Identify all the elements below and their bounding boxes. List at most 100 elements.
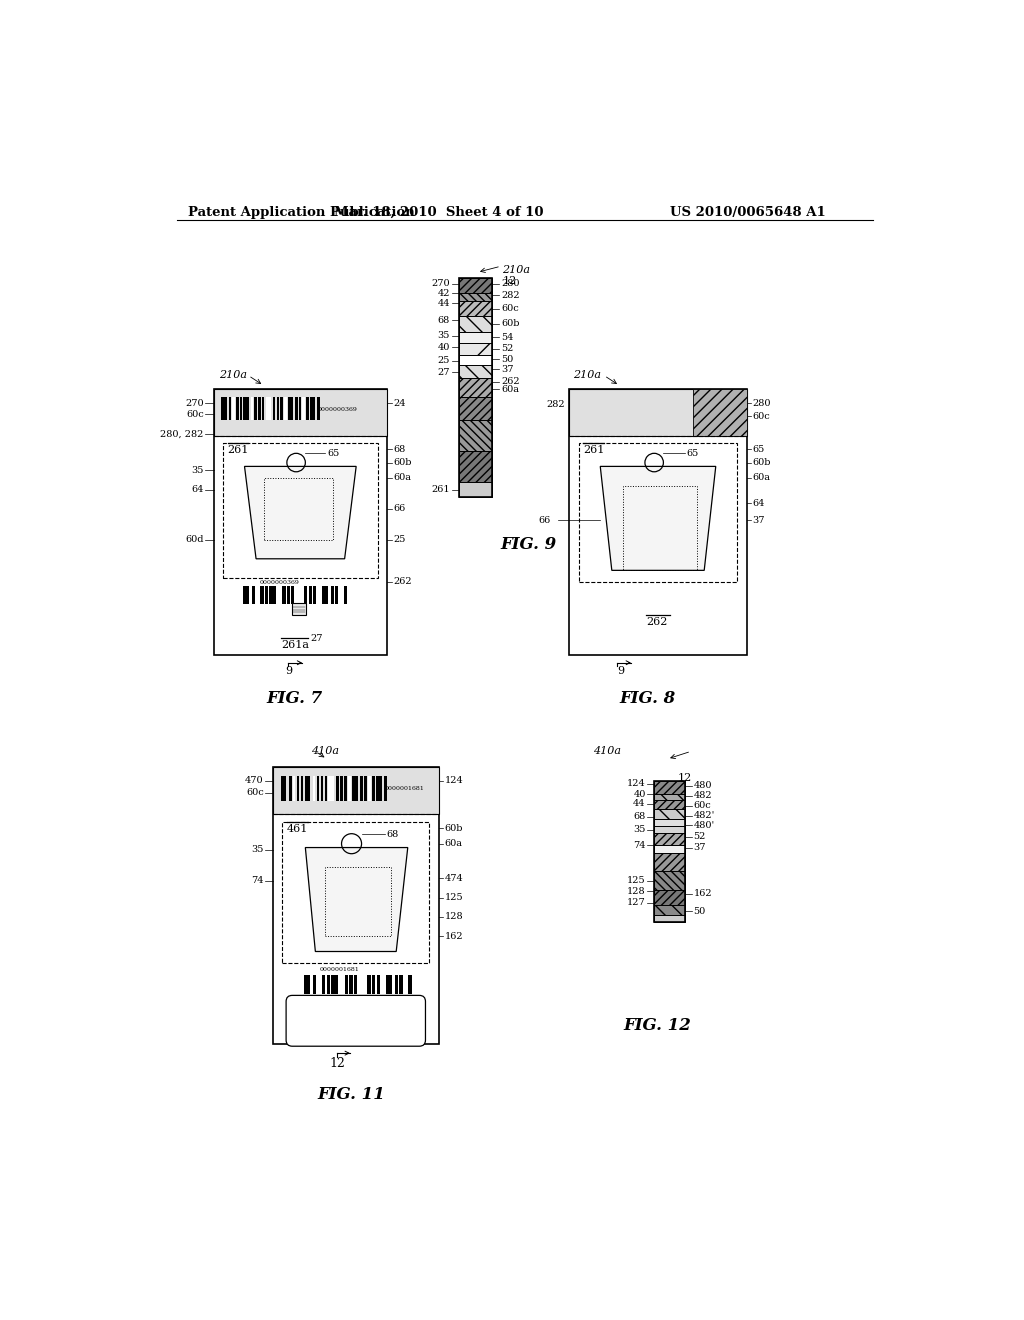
Text: 128: 128 (444, 912, 463, 921)
Text: Patent Application Publication: Patent Application Publication (188, 206, 415, 219)
Text: 60a: 60a (444, 840, 463, 849)
Text: 60a: 60a (501, 385, 519, 393)
Bar (372, 974, 375, 994)
Text: FIG. 7: FIG. 7 (266, 689, 323, 706)
Bar (265, 586, 268, 605)
Text: 35: 35 (191, 466, 204, 475)
Bar (654, 780, 685, 793)
Bar (386, 974, 392, 994)
Bar (654, 809, 685, 818)
Bar (291, 586, 294, 605)
Bar (321, 776, 324, 800)
Bar (460, 343, 492, 355)
Bar (293, 776, 296, 800)
Bar (243, 586, 249, 605)
Text: 270: 270 (185, 399, 204, 408)
Text: 42: 42 (437, 289, 451, 297)
Text: 280: 280 (501, 280, 519, 288)
Text: 0000001681: 0000001681 (385, 785, 425, 791)
Text: 482: 482 (693, 792, 712, 800)
Text: 37: 37 (753, 516, 765, 525)
FancyBboxPatch shape (286, 995, 425, 1047)
Bar (232, 397, 236, 420)
Text: 60a: 60a (393, 474, 411, 482)
Bar (240, 397, 243, 420)
Bar (654, 780, 685, 923)
Bar (301, 776, 303, 800)
Bar (283, 822, 429, 964)
Text: 12: 12 (677, 774, 691, 783)
Text: 60b: 60b (753, 458, 771, 467)
Text: 44: 44 (633, 799, 646, 808)
Bar (569, 389, 746, 436)
Bar (335, 586, 338, 605)
Text: 210a: 210a (503, 264, 530, 275)
Bar (348, 776, 351, 800)
Bar (624, 486, 696, 570)
Text: 210a: 210a (573, 370, 601, 380)
Text: 60c: 60c (693, 801, 712, 810)
Text: 262: 262 (646, 616, 668, 627)
Text: 125: 125 (444, 894, 463, 902)
Bar (344, 586, 347, 605)
Bar (223, 444, 378, 578)
Bar (654, 800, 685, 809)
Bar (308, 586, 311, 605)
Bar (460, 482, 492, 498)
Bar (654, 915, 685, 923)
Text: 24: 24 (393, 399, 406, 408)
Text: 0000001681: 0000001681 (319, 966, 359, 972)
Bar (269, 586, 275, 605)
Bar (304, 586, 307, 605)
Bar (304, 974, 310, 994)
Text: 50: 50 (693, 907, 706, 916)
Text: 60a: 60a (753, 474, 771, 482)
Text: 37: 37 (501, 364, 513, 374)
Bar (325, 776, 328, 800)
Text: 12: 12 (503, 276, 517, 286)
Text: 60c: 60c (501, 304, 519, 313)
Text: 9: 9 (285, 392, 292, 403)
Polygon shape (600, 466, 716, 570)
Text: 60c: 60c (186, 409, 204, 418)
Text: US 2010/0065648 A1: US 2010/0065648 A1 (670, 206, 825, 219)
Text: 40: 40 (633, 789, 646, 799)
Bar (283, 586, 286, 605)
Bar (344, 776, 347, 800)
Bar (460, 364, 492, 378)
Bar (299, 397, 301, 420)
Text: 50: 50 (501, 355, 513, 364)
Text: 470: 470 (245, 776, 264, 785)
Bar (352, 776, 358, 800)
Bar (255, 397, 257, 420)
Text: 127: 127 (627, 899, 646, 907)
Text: 9: 9 (285, 665, 292, 676)
Text: 37: 37 (693, 843, 706, 851)
Bar (654, 871, 685, 890)
Text: 60d: 60d (185, 535, 204, 544)
Text: 262: 262 (501, 378, 519, 387)
Bar (322, 586, 328, 605)
Text: 74: 74 (251, 876, 264, 886)
Bar (260, 586, 263, 605)
Bar (306, 397, 308, 420)
Bar (460, 331, 492, 343)
Bar (244, 397, 249, 420)
Bar (309, 397, 314, 420)
Text: 261: 261 (227, 445, 249, 455)
Bar (258, 397, 261, 420)
Text: 44: 44 (437, 298, 451, 308)
Text: 65: 65 (327, 449, 339, 458)
Bar (460, 277, 492, 293)
Text: 64: 64 (753, 499, 765, 508)
Text: 68: 68 (438, 315, 451, 325)
Text: 9: 9 (617, 392, 625, 403)
Text: 162: 162 (693, 890, 712, 898)
Text: 60c: 60c (753, 412, 770, 421)
Bar (373, 776, 375, 800)
Bar (368, 974, 371, 994)
Bar (403, 974, 408, 994)
Text: 261: 261 (584, 445, 605, 455)
Text: 280, 282: 280, 282 (161, 429, 204, 438)
Bar (340, 776, 343, 800)
